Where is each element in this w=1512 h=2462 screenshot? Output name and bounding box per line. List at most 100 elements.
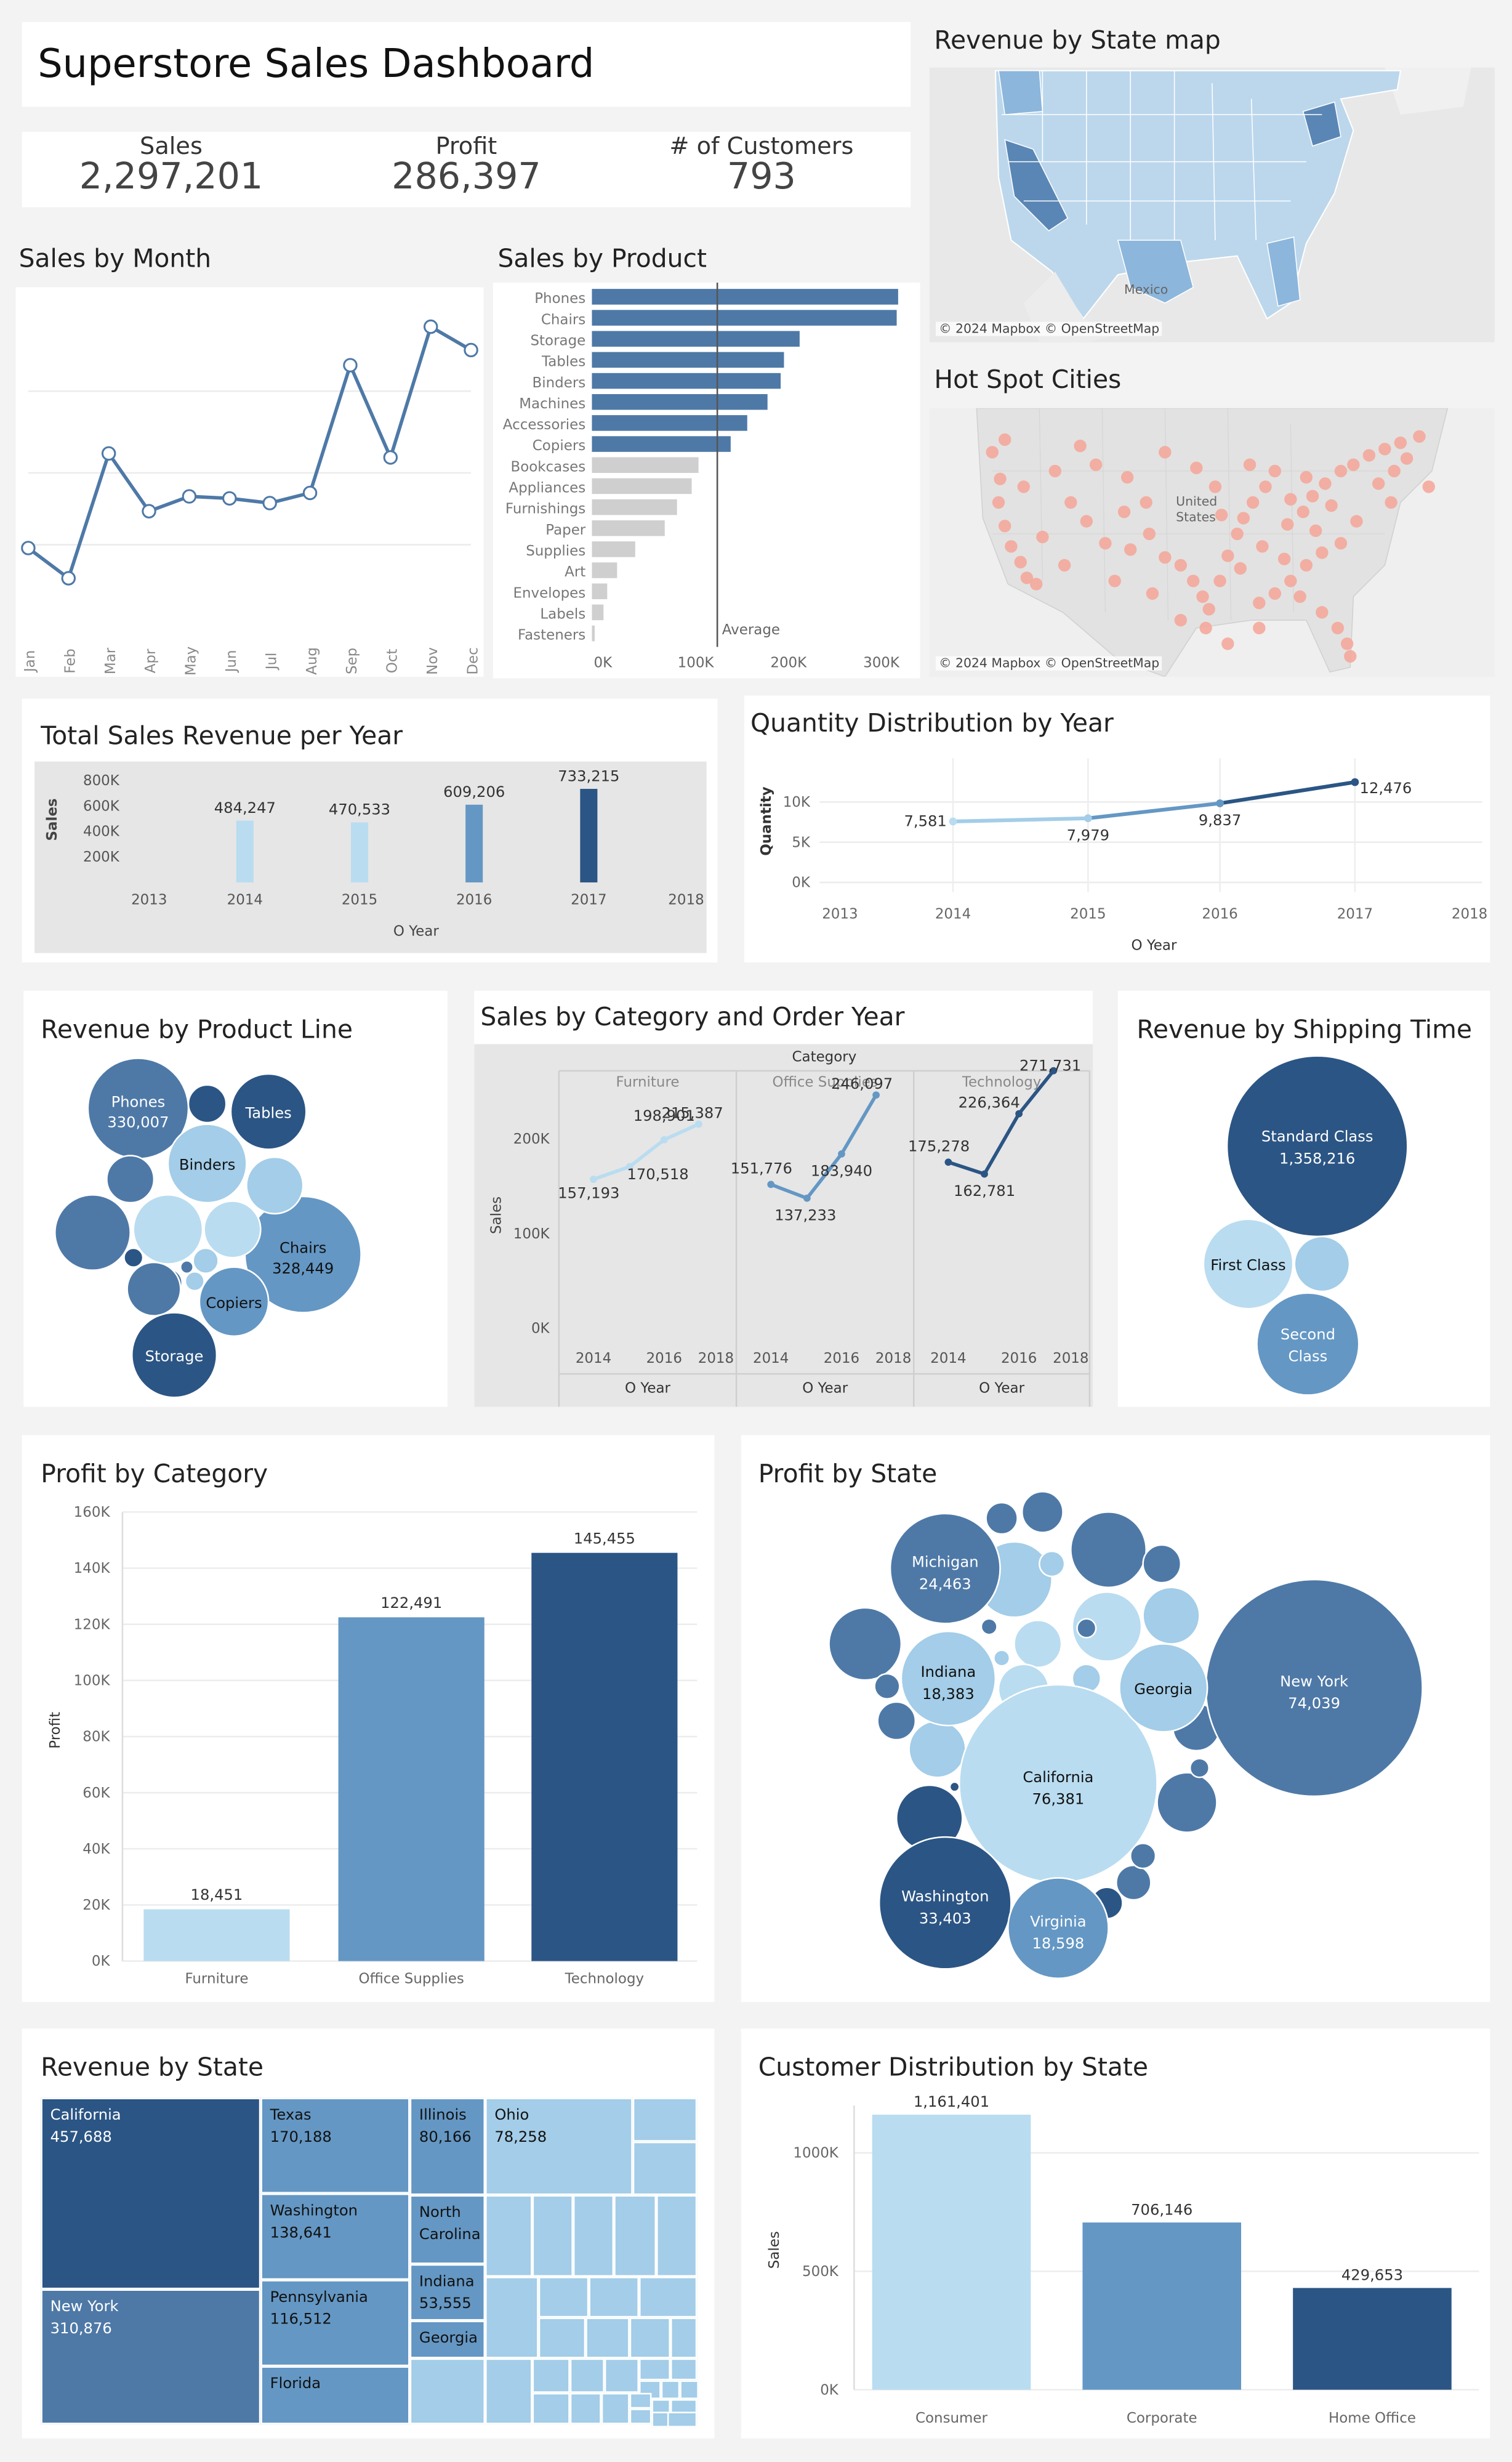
bubble-value: 74,039 xyxy=(1288,1695,1340,1712)
month-tick: Apr xyxy=(143,648,159,673)
state-bubble xyxy=(900,1630,997,1727)
treemap-state-value: 78,258 xyxy=(494,2129,547,2147)
city-dot xyxy=(1277,552,1291,565)
treemap-cell[interactable]: Washington 138,641 xyxy=(260,2193,410,2280)
treemap-cell[interactable]: Florida xyxy=(260,2366,410,2424)
treemap-state-name: Pennsylvania xyxy=(270,2289,368,2307)
treemap-cell[interactable] xyxy=(629,2408,652,2424)
bubble-name: First Class xyxy=(1210,1257,1285,1274)
profit-bar xyxy=(143,1909,290,1961)
product-bar xyxy=(592,541,635,557)
treemap-cell[interactable] xyxy=(538,2277,589,2318)
city-dot xyxy=(1190,461,1203,475)
shipping-bubble xyxy=(1228,1056,1407,1236)
treemap-cell[interactable] xyxy=(569,2392,601,2424)
treemap-cell[interactable]: Indiana 53,555 xyxy=(409,2264,486,2321)
treemap-cell[interactable] xyxy=(532,2392,570,2424)
treemap-cell[interactable]: Pennsylvania 116,512 xyxy=(260,2280,410,2367)
treemap-cell[interactable]: Illinois 80,166 xyxy=(409,2097,486,2195)
treemap-cell[interactable]: North Carolina xyxy=(409,2195,486,2264)
category-value-label: 175,278 xyxy=(908,1137,970,1155)
sales-by-product-svg: Phones Chairs Storage Tables Binders Machines… xyxy=(503,282,900,671)
category-value-label: 198,901 xyxy=(633,1107,695,1124)
treemap-cell[interactable] xyxy=(680,2380,699,2399)
treemap-cell[interactable] xyxy=(569,2358,605,2393)
treemap-state-name: Indiana xyxy=(419,2273,475,2291)
category-value-label: 246,097 xyxy=(831,1075,893,1092)
treemap-cell[interactable] xyxy=(667,2412,698,2428)
profit-category-title: Profit by Category xyxy=(41,1458,268,1489)
treemap-state-name: Washington xyxy=(270,2203,358,2221)
month-tick: May xyxy=(183,647,199,676)
treemap-cell[interactable] xyxy=(532,2195,573,2277)
x-tick: Office Supplies xyxy=(359,1971,464,1987)
page-title: Superstore Sales Dashboard xyxy=(38,41,595,87)
treemap-cell[interactable] xyxy=(656,2195,698,2277)
treemap-cell[interactable] xyxy=(638,2358,670,2381)
treemap-cell[interactable]: Georgia xyxy=(409,2320,486,2359)
quantity-svg: 0K 5K 10K 2013 2014 2015 2016 2017 2018 Quantity O… xyxy=(758,758,1487,954)
category-value-label: 183,940 xyxy=(811,1163,872,1180)
treemap-cell[interactable] xyxy=(604,2358,639,2393)
city-dot xyxy=(986,446,999,459)
x-tick: 2017 xyxy=(571,892,606,908)
treemap-cell[interactable] xyxy=(485,2277,539,2359)
category-line xyxy=(947,1069,1055,1176)
treemap-cell[interactable]: California 457,688 xyxy=(41,2097,261,2290)
treemap-cell[interactable] xyxy=(670,2358,698,2381)
state-bubble xyxy=(874,1673,901,1700)
state-bubble xyxy=(1142,1544,1182,1584)
category-value-label: 226,364 xyxy=(959,1094,1020,1111)
map-label-us: United States xyxy=(1176,494,1218,525)
treemap-cell[interactable] xyxy=(532,2358,570,2393)
city-dot xyxy=(1020,571,1034,584)
bubble-name: Tables xyxy=(244,1104,291,1121)
category-point xyxy=(590,1176,597,1183)
month-point xyxy=(142,504,156,519)
treemap-state-name: Texas xyxy=(270,2107,312,2125)
month-tick: Dec xyxy=(465,647,481,674)
treemap-cell[interactable] xyxy=(629,2317,670,2359)
treemap-cell[interactable] xyxy=(661,2380,680,2399)
product-xtick: 100K xyxy=(678,655,715,671)
product-label: Accessories xyxy=(503,417,585,433)
hotspot-map[interactable]: United States © 2024 Mapbox © OpenStreet… xyxy=(929,408,1495,677)
treemap-cell[interactable] xyxy=(670,2317,698,2359)
customer-bar-label: 429,653 xyxy=(1341,2267,1403,2284)
state-bubble xyxy=(949,1781,960,1793)
bubble-name: Chairs xyxy=(279,1240,326,1257)
x-tick: 2014 xyxy=(227,892,263,908)
treemap-cell[interactable] xyxy=(589,2277,639,2318)
treemap-cell[interactable] xyxy=(638,2277,698,2318)
treemap-cell[interactable] xyxy=(629,2392,652,2409)
treemap-cell[interactable]: New York 310,876 xyxy=(41,2289,261,2424)
y-tick: 600K xyxy=(83,798,120,814)
treemap-cell[interactable] xyxy=(632,2097,698,2142)
y-tick: 120K xyxy=(74,1616,111,1633)
qty-line xyxy=(1220,780,1356,805)
revenue-state-map[interactable]: Mexico © 2024 Mapbox © OpenStreetMap xyxy=(929,67,1495,342)
treemap-cell[interactable] xyxy=(614,2195,657,2277)
treemap-cell[interactable] xyxy=(485,2358,533,2424)
treemap-cell[interactable] xyxy=(632,2141,698,2195)
state-bubble xyxy=(828,1607,903,1681)
customer-bar xyxy=(1082,2222,1242,2390)
treemap-cell[interactable] xyxy=(485,2195,533,2277)
y-axis-title: Sales xyxy=(44,798,60,841)
treemap-cell[interactable] xyxy=(573,2195,614,2277)
treemap-cell[interactable] xyxy=(601,2392,630,2424)
x-tick: 2015 xyxy=(1070,906,1106,922)
shipping-panel: Revenue by Shipping Time Standard Class 1… xyxy=(1117,990,1490,1407)
x-axis-title: O Year xyxy=(1132,938,1177,954)
title-panel: Superstore Sales Dashboard xyxy=(22,22,911,107)
treemap-cell[interactable]: Texas 170,188 xyxy=(260,2097,410,2194)
qty-label: 7,979 xyxy=(1067,826,1109,844)
treemap-cell[interactable] xyxy=(538,2317,586,2359)
product-line-bubble xyxy=(106,1155,155,1204)
sales-by-month-svg: Jan Feb Mar Apr May Jun Jul Aug Sep Oct Nov Dec xyxy=(21,319,481,676)
city-dot xyxy=(1268,587,1282,600)
treemap-cell[interactable]: Ohio 78,258 xyxy=(485,2097,633,2195)
shipping-svg: Standard Class 1,358,216 First Class Second… xyxy=(1204,1056,1407,1395)
treemap-cell[interactable] xyxy=(409,2358,486,2424)
treemap-cell[interactable] xyxy=(585,2317,630,2359)
